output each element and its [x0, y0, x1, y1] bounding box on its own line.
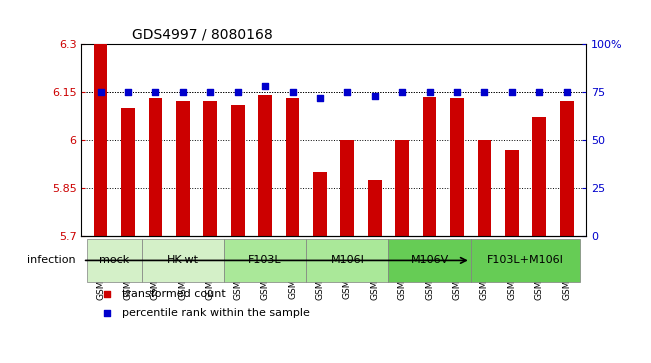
Point — [287, 89, 298, 95]
Point — [479, 89, 490, 95]
Text: F103L: F103L — [248, 256, 282, 265]
Point — [178, 89, 188, 95]
Bar — [368, 180, 381, 236]
Bar — [395, 140, 409, 236]
Point — [342, 89, 353, 95]
Point — [314, 95, 325, 101]
Bar — [176, 101, 189, 236]
Point — [205, 89, 215, 95]
FancyBboxPatch shape — [389, 239, 471, 282]
Bar — [121, 108, 135, 236]
Bar — [340, 140, 354, 236]
Bar — [450, 98, 464, 236]
Point — [397, 89, 408, 95]
Bar — [478, 140, 492, 236]
Point — [232, 89, 243, 95]
Text: mock: mock — [99, 256, 130, 265]
Text: F103L+M106I: F103L+M106I — [487, 256, 564, 265]
Bar — [148, 98, 162, 236]
Point — [424, 89, 435, 95]
Text: transformed count: transformed count — [122, 289, 225, 299]
Point — [534, 89, 544, 95]
Text: HK-wt: HK-wt — [167, 256, 199, 265]
FancyBboxPatch shape — [87, 239, 142, 282]
Point — [123, 89, 133, 95]
Bar — [94, 44, 107, 236]
Point — [150, 89, 161, 95]
Bar — [505, 150, 519, 236]
FancyBboxPatch shape — [142, 239, 224, 282]
Bar — [286, 98, 299, 236]
Point — [95, 89, 105, 95]
Bar — [258, 95, 272, 236]
Bar — [231, 105, 245, 236]
Text: M106I: M106I — [331, 256, 365, 265]
FancyBboxPatch shape — [471, 239, 581, 282]
FancyBboxPatch shape — [306, 239, 389, 282]
Point — [506, 89, 517, 95]
Point — [102, 291, 112, 297]
Text: GDS4997 / 8080168: GDS4997 / 8080168 — [132, 27, 273, 41]
Point — [370, 93, 380, 98]
FancyBboxPatch shape — [224, 239, 306, 282]
Text: M106V: M106V — [411, 256, 449, 265]
Bar — [203, 101, 217, 236]
Point — [102, 310, 112, 316]
Bar — [422, 97, 436, 236]
Text: percentile rank within the sample: percentile rank within the sample — [122, 309, 310, 318]
Text: infection: infection — [27, 256, 76, 265]
Point — [452, 89, 462, 95]
Bar — [560, 101, 574, 236]
Bar — [313, 172, 327, 236]
Point — [562, 89, 572, 95]
Bar — [533, 118, 546, 236]
Point — [260, 83, 270, 89]
